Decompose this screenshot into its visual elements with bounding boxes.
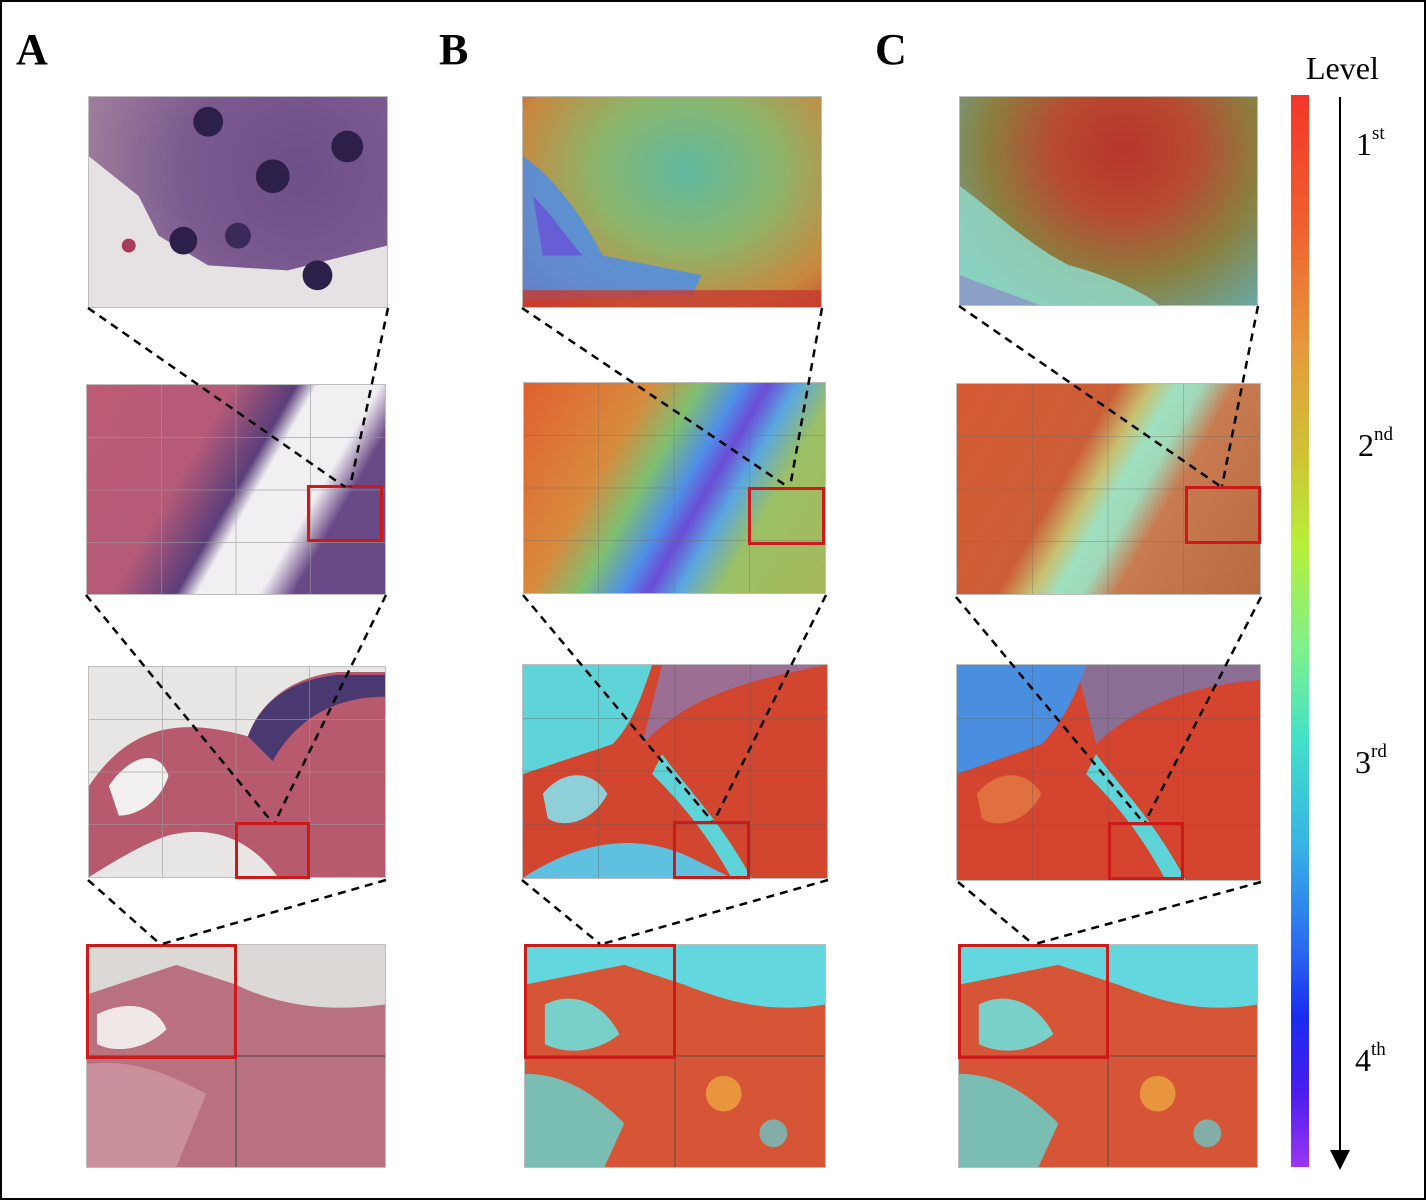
level-tick-1: 1st (1356, 123, 1385, 162)
level-colorbar (1291, 95, 1309, 1167)
he-tile-level-1 (88, 96, 388, 308)
panel-label-a: A (16, 25, 48, 74)
level-tick-4: 4th (1355, 1039, 1386, 1078)
roi-box-c-level-3 (1108, 822, 1184, 880)
panel-label-b: B (439, 25, 469, 74)
roi-box-b-level-4 (524, 944, 676, 1059)
roi-box-c-level-4 (958, 944, 1109, 1059)
level-title: Level (1306, 50, 1379, 86)
roi-box-a-level-3 (235, 822, 310, 879)
heatmap-c-level-1 (959, 96, 1258, 306)
roi-box-c-level-2 (1185, 486, 1261, 544)
heatmap-b-level-1 (522, 96, 822, 308)
level-tick-2: 2nd (1358, 424, 1393, 463)
roi-box-b-level-3 (673, 821, 750, 879)
roi-box-b-level-2 (748, 487, 825, 545)
level-tick-3: 3rd (1355, 741, 1387, 780)
roi-box-a-level-4 (86, 944, 237, 1059)
roi-box-a-level-2 (307, 485, 383, 542)
panel-label-c: C (875, 25, 907, 74)
